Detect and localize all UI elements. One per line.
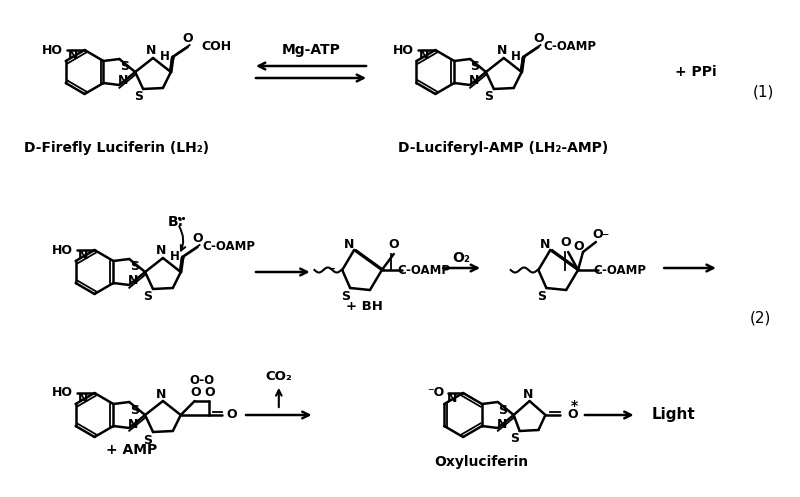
Text: O: O — [561, 237, 571, 249]
Text: ⁻O: ⁻O — [427, 387, 444, 400]
Text: S: S — [470, 61, 479, 74]
Text: O: O — [389, 239, 399, 251]
Text: C-OAMP: C-OAMP — [543, 40, 597, 54]
Text: S: S — [537, 289, 546, 303]
Text: ⁻: ⁻ — [328, 264, 336, 279]
Text: S: S — [485, 90, 494, 103]
Polygon shape — [178, 257, 185, 272]
Text: HO: HO — [393, 44, 414, 57]
Text: C-OAMP: C-OAMP — [202, 241, 255, 253]
Text: N: N — [78, 249, 88, 262]
Text: H: H — [170, 249, 180, 262]
Text: O: O — [593, 229, 603, 242]
Text: S: S — [120, 61, 129, 74]
Text: N: N — [78, 392, 88, 405]
Text: O: O — [182, 31, 193, 45]
Text: N: N — [344, 239, 354, 251]
Text: N: N — [156, 388, 166, 401]
Polygon shape — [520, 57, 526, 72]
Text: N: N — [446, 392, 457, 405]
Text: N: N — [128, 417, 138, 430]
Text: S: S — [341, 289, 350, 303]
Text: + PPi: + PPi — [675, 65, 717, 79]
Text: S: S — [143, 291, 153, 304]
Text: N: N — [540, 239, 550, 251]
Text: D-Firefly Luciferin (LH₂): D-Firefly Luciferin (LH₂) — [24, 141, 209, 155]
Text: H: H — [160, 50, 170, 63]
Text: N: N — [469, 75, 479, 87]
Text: + AMP: + AMP — [106, 443, 157, 457]
Text: O: O — [204, 387, 215, 400]
Text: O: O — [567, 409, 578, 421]
Text: HO: HO — [52, 387, 73, 400]
Text: N: N — [146, 45, 156, 58]
Text: O: O — [574, 241, 584, 253]
Text: O₂: O₂ — [452, 251, 470, 265]
Text: COH: COH — [202, 40, 232, 54]
Text: (1): (1) — [753, 84, 774, 99]
Text: S: S — [130, 260, 138, 273]
Text: HO: HO — [42, 44, 63, 57]
Text: *: * — [570, 399, 578, 413]
Text: B:: B: — [168, 215, 184, 229]
Text: O: O — [190, 387, 201, 400]
Text: Mg-ATP: Mg-ATP — [282, 43, 341, 57]
Text: Light: Light — [651, 408, 695, 422]
Text: S: S — [510, 432, 519, 445]
Text: N: N — [418, 49, 429, 62]
Text: N: N — [522, 388, 533, 401]
Text: N: N — [118, 75, 129, 87]
Text: S: S — [130, 404, 138, 416]
Text: + BH: + BH — [346, 300, 382, 313]
Text: O: O — [192, 232, 203, 245]
Text: N: N — [497, 45, 507, 58]
Text: D-Luciferyl-AMP (LH₂-AMP): D-Luciferyl-AMP (LH₂-AMP) — [398, 141, 608, 155]
Text: (2): (2) — [750, 311, 771, 326]
Text: C-OAMP: C-OAMP — [397, 263, 450, 276]
Text: S: S — [143, 433, 153, 446]
Text: N: N — [128, 274, 138, 287]
Text: O-O: O-O — [189, 375, 214, 388]
Text: S: S — [498, 404, 507, 416]
Text: CO₂: CO₂ — [266, 370, 292, 384]
Polygon shape — [169, 57, 175, 72]
Text: O: O — [533, 31, 544, 45]
Text: N: N — [497, 417, 507, 430]
Text: O: O — [226, 409, 237, 421]
Text: HO: HO — [52, 244, 73, 256]
Text: S: S — [134, 90, 142, 103]
Text: Oxyluciferin: Oxyluciferin — [434, 455, 528, 469]
Text: H: H — [510, 50, 521, 63]
Text: C-OAMP: C-OAMP — [593, 263, 646, 276]
Text: N: N — [156, 245, 166, 257]
Text: N: N — [68, 49, 78, 62]
Text: ⁻: ⁻ — [601, 230, 609, 244]
